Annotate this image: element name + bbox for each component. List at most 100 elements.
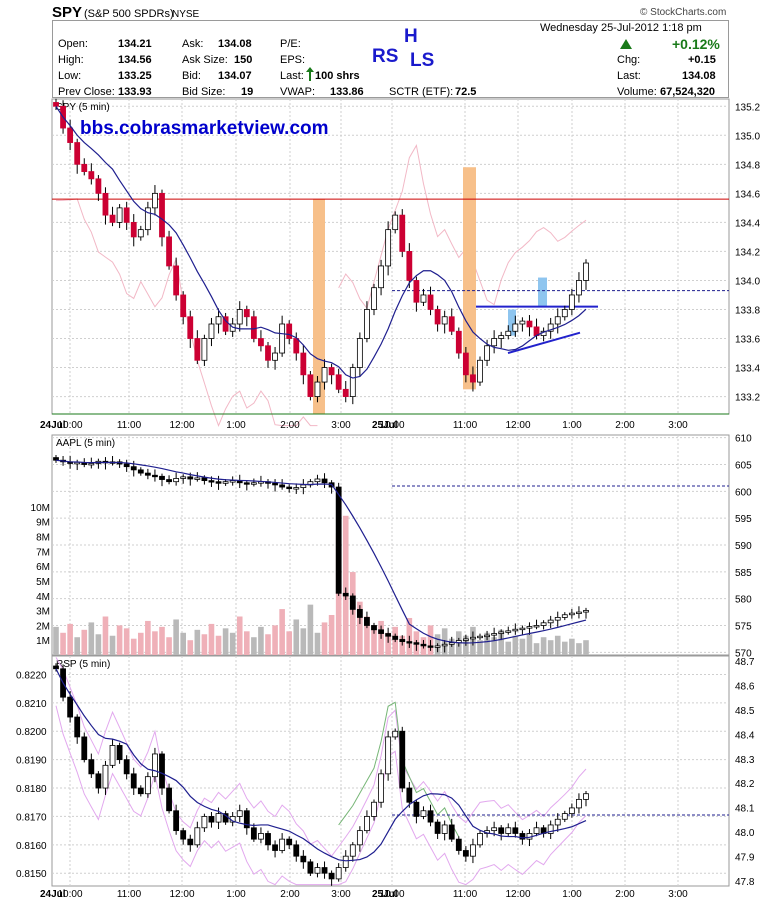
aapl-candle — [378, 629, 384, 634]
volume-bar — [109, 635, 116, 655]
volume-bar — [187, 640, 194, 655]
y-tick-label: 135.0 — [735, 131, 760, 142]
vwap-label: VWAP: — [280, 86, 316, 98]
spy-candle — [371, 287, 377, 310]
symbol: SPY — [52, 4, 83, 21]
volume-tick-label: 7M — [36, 547, 50, 558]
x-tick-label: 2:00 — [615, 420, 635, 431]
y-tick-label: 585 — [735, 568, 752, 579]
y-tick-label: 590 — [735, 541, 752, 552]
spy-candle — [53, 102, 59, 107]
rsp-candle — [286, 838, 293, 846]
aapl-candle — [342, 592, 349, 597]
volume-bar — [180, 632, 186, 655]
low-value: 133.25 — [118, 70, 152, 82]
volume-bar — [562, 641, 568, 655]
x-tick-label: 2:00 — [615, 889, 635, 900]
x-tick-label: 12:00 — [169, 889, 194, 900]
aapl-candle — [561, 614, 568, 618]
rsp-candle — [109, 745, 116, 766]
spy-candle — [123, 207, 130, 223]
aapl-candle — [498, 631, 505, 634]
rsp-candle — [583, 793, 589, 800]
y-tick-label: 134.6 — [735, 189, 760, 200]
bid-label: Bid: — [182, 70, 201, 82]
quote-box — [52, 20, 729, 98]
aapl-candle — [208, 480, 215, 483]
x-tick-label: 3:00 — [668, 420, 688, 431]
rsp-candle — [371, 801, 377, 817]
volume-bar — [236, 616, 243, 655]
spy-candle — [307, 374, 314, 397]
volume-bar — [547, 640, 554, 655]
x-tick-label: 3:00 — [331, 889, 351, 900]
spy-candle — [116, 207, 123, 223]
rsp-candle — [166, 787, 172, 812]
aapl-candle — [385, 633, 392, 637]
volume-bar — [265, 634, 271, 655]
spy-candle — [159, 192, 165, 238]
volume-tick-label: 10M — [31, 503, 50, 514]
aapl-candle — [243, 482, 250, 485]
spy-candle — [576, 280, 582, 296]
spy-candle — [484, 345, 490, 361]
volume-bar — [321, 622, 328, 655]
rsp-candle — [215, 813, 222, 823]
aapl-candle — [300, 484, 307, 488]
bollinger-lower — [55, 198, 318, 427]
aapl-candle — [215, 481, 222, 484]
aapl-candle — [427, 645, 434, 648]
y-tick-label: 134.2 — [735, 247, 760, 258]
volume-bar — [533, 643, 540, 655]
rsp-candle — [364, 816, 370, 832]
rsp-candle — [144, 776, 151, 795]
volume-bar — [293, 619, 300, 655]
aapl-candle — [554, 617, 561, 621]
change-percent: +0.12% — [672, 36, 720, 52]
rsp-candle — [462, 850, 469, 857]
aapl-candle — [314, 478, 321, 483]
y-tick-label: 0.8170 — [16, 812, 47, 823]
spy-candle — [349, 367, 356, 397]
spy-candle — [462, 352, 469, 376]
rsp-candle — [130, 773, 137, 789]
y-tick-label: 600 — [735, 487, 752, 498]
high-value: 134.56 — [118, 54, 152, 66]
rsp-candle — [194, 827, 201, 846]
spy-candle — [250, 316, 257, 339]
volume-bar — [81, 629, 88, 655]
rsp-candle — [505, 827, 512, 834]
blue-highlight — [508, 309, 516, 336]
spy-candle — [286, 323, 293, 339]
rsp-candle — [152, 753, 158, 778]
aapl-candle — [144, 472, 151, 476]
up-arrow-icon — [306, 67, 314, 81]
low-label: Low: — [58, 70, 82, 82]
volume-bar — [138, 632, 144, 655]
y-tick-label: 0.8210 — [16, 699, 47, 710]
x-tick-label: 11:00 — [117, 420, 142, 431]
rsp-green-line — [338, 701, 460, 838]
spy-candle — [215, 316, 222, 325]
y-tick-label: 570 — [735, 648, 752, 659]
aapl-candle — [321, 478, 328, 484]
rsp-candle — [314, 867, 321, 874]
aapl-candle — [448, 642, 455, 645]
y2-tick-label: 48.0 — [735, 828, 755, 839]
spy-candle — [166, 236, 172, 267]
bid-size-value: 19 — [241, 86, 254, 98]
aapl-candle — [130, 466, 137, 471]
spy-candle — [455, 330, 462, 354]
spy-candle — [201, 338, 208, 361]
x-tick-label: 12:00 — [505, 889, 530, 900]
volume-bar — [484, 632, 490, 655]
aapl-candle — [470, 636, 476, 640]
spy-candle — [420, 294, 427, 303]
x-tick-label: 1:00 — [226, 420, 246, 431]
annotation-rs: RS — [372, 46, 399, 67]
volume-tick-label: 2M — [36, 621, 50, 632]
eps-label: EPS: — [280, 54, 306, 66]
aapl-candle — [201, 477, 208, 482]
volume-bar — [526, 634, 533, 655]
